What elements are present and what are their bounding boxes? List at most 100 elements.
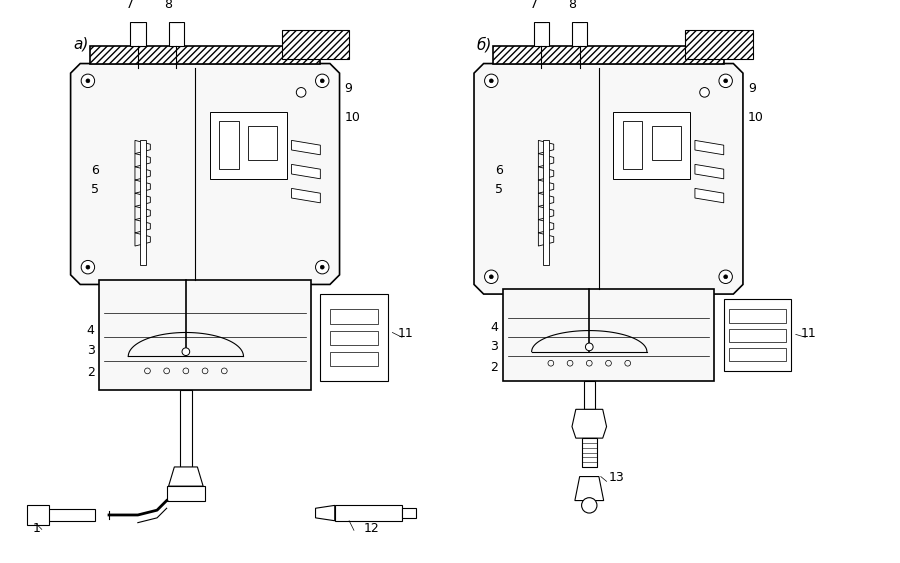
Text: 7: 7 [126,0,134,11]
Bar [402,508,417,518]
Text: 4: 4 [86,324,94,337]
Polygon shape [575,476,604,501]
Circle shape [81,74,94,88]
Bar [728,329,787,342]
Bar [133,15,142,23]
Polygon shape [70,64,339,284]
Bar [572,23,588,46]
Text: 2: 2 [491,361,498,374]
Circle shape [86,79,90,83]
Polygon shape [685,30,752,59]
Bar [613,111,690,179]
Circle shape [719,74,733,88]
Circle shape [484,74,498,88]
Text: 5: 5 [92,183,99,196]
Text: 2: 2 [86,366,94,379]
Circle shape [490,275,493,279]
Bar [330,310,378,324]
Text: 3: 3 [491,339,498,353]
Bar [623,121,642,169]
Polygon shape [695,140,724,155]
Polygon shape [292,164,320,179]
Polygon shape [474,64,743,294]
Text: 7: 7 [529,0,537,11]
Bar [652,126,680,159]
Polygon shape [695,189,724,203]
Circle shape [699,88,709,97]
Polygon shape [282,30,349,59]
Circle shape [81,261,94,274]
Circle shape [724,79,727,83]
Circle shape [316,74,329,88]
Bar [503,289,714,381]
Circle shape [296,88,306,97]
Text: 10: 10 [345,111,360,124]
Bar [248,126,277,159]
Bar [210,111,287,179]
Bar [728,348,787,361]
Text: 11: 11 [397,327,413,340]
Bar [575,15,584,23]
Bar [335,506,402,521]
Text: 9: 9 [748,82,756,95]
Bar [172,15,181,23]
Text: 4: 4 [491,320,498,333]
Bar [166,7,186,15]
Bar [536,15,546,23]
Bar [330,352,378,366]
Polygon shape [292,140,320,155]
Circle shape [320,265,324,269]
Text: 3: 3 [86,343,94,356]
Bar [128,7,148,15]
Polygon shape [316,506,335,521]
Bar [724,299,791,371]
Bar [728,310,787,323]
Bar [544,140,549,265]
Circle shape [86,265,90,269]
Text: 8: 8 [165,0,173,11]
Text: 5: 5 [495,183,503,196]
Bar [320,294,388,381]
Text: б): б) [477,37,492,52]
Circle shape [581,498,597,513]
Text: 6: 6 [495,164,503,177]
Circle shape [484,270,498,284]
Bar [570,7,590,15]
Bar [330,330,378,345]
Bar [532,7,551,15]
Bar [583,381,595,409]
Text: 1: 1 [32,522,40,535]
Polygon shape [695,164,724,179]
Bar [140,140,146,265]
Circle shape [490,79,493,83]
Circle shape [719,270,733,284]
Text: 6: 6 [92,164,99,177]
Bar [180,390,192,467]
Polygon shape [292,189,320,203]
Text: а): а) [74,37,89,52]
Bar [168,23,184,46]
Bar [130,23,146,46]
Text: 9: 9 [345,82,352,95]
Bar [493,46,724,64]
Circle shape [316,261,329,274]
Bar [534,23,549,46]
Bar [99,280,310,390]
Bar [90,46,320,64]
Bar [27,506,49,525]
Text: 10: 10 [748,111,763,124]
Bar [47,509,94,521]
Bar [166,486,205,501]
Text: 8: 8 [568,0,576,11]
Text: 13: 13 [608,471,625,484]
Circle shape [724,275,727,279]
Bar [581,438,597,467]
Circle shape [182,348,190,355]
Circle shape [585,343,593,351]
Polygon shape [168,467,203,486]
Polygon shape [572,409,607,438]
Text: 11: 11 [801,327,816,340]
Circle shape [320,79,324,83]
Text: 12: 12 [364,522,379,535]
Bar [220,121,238,169]
